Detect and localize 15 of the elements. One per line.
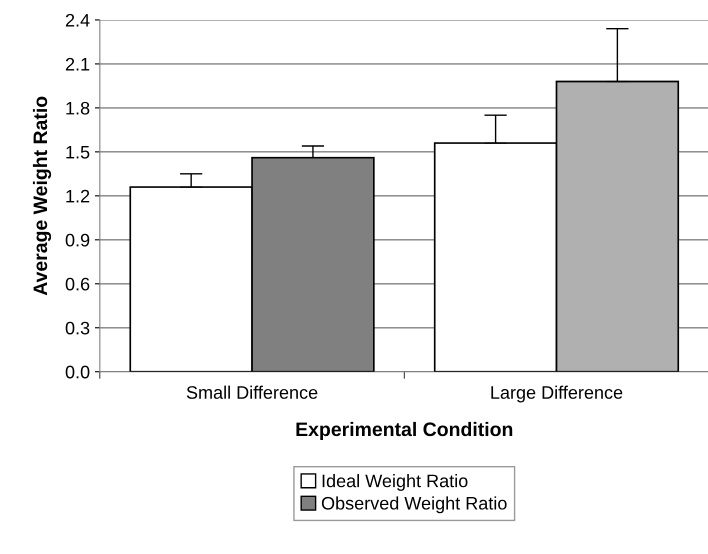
y-tick-label: 1.2 <box>66 190 90 202</box>
y-tick-label: 0.6 <box>66 278 90 291</box>
y-tick-label: 1.5 <box>66 146 90 159</box>
y-tick-label: 0.0 <box>66 366 90 378</box>
y-tick-label: 2.1 <box>66 58 90 70</box>
y-axis-title: Average Weight Ratio <box>32 96 52 296</box>
x-axis-title: Experimental Condition <box>296 422 512 440</box>
x-tick-label: Small Difference <box>186 386 318 399</box>
y-tick-label: 2.4 <box>66 14 90 26</box>
legend-label: Ideal Weight Ratio <box>322 474 468 491</box>
y-tick-label: 0.3 <box>66 322 90 334</box>
y-tick-label: 1.8 <box>66 102 90 115</box>
y-tick-label: 0.9 <box>66 234 90 247</box>
legend-label: Observed Weight Ratio <box>322 496 507 514</box>
x-tick-label: Large Difference <box>491 386 622 402</box>
